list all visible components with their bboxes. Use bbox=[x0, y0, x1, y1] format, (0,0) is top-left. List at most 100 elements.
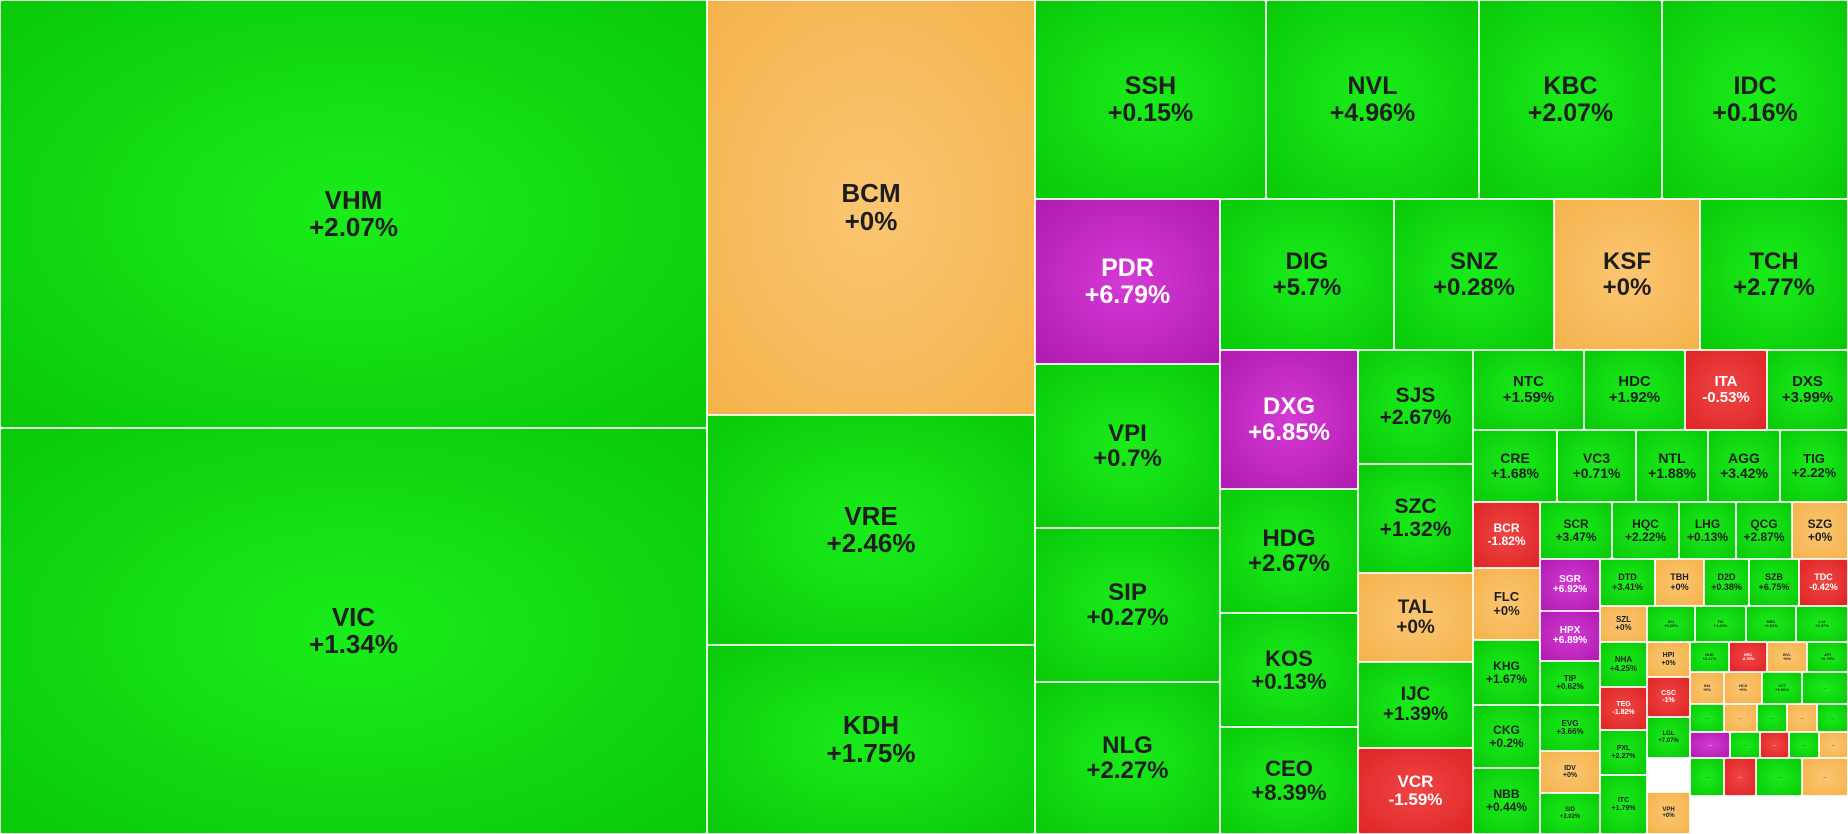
tile-pxl[interactable]: PXL +2.27% bbox=[1600, 730, 1647, 775]
tile-sip[interactable]: SIP +0.27% bbox=[1035, 528, 1220, 682]
tile-scr[interactable]: SCR +3.47% bbox=[1540, 502, 1612, 559]
tile-szc[interactable]: SZC +1.32% bbox=[1358, 464, 1473, 573]
minor-tile-in4[interactable]: IN4 +0% bbox=[1690, 672, 1724, 704]
tile-ijc[interactable]: IJC +1.39% bbox=[1358, 662, 1473, 748]
tile-itc[interactable]: ITC +1.79% bbox=[1600, 775, 1647, 834]
tile-tig[interactable]: TIG +2.22% bbox=[1780, 430, 1848, 502]
tile-vpi[interactable]: VPI +0.7% bbox=[1035, 364, 1220, 528]
tile-kbc[interactable]: KBC +2.07% bbox=[1479, 0, 1662, 199]
tile-teg[interactable]: TEG -1.82% bbox=[1600, 687, 1647, 730]
tile-sid[interactable]: SID +3.02% bbox=[1540, 793, 1600, 834]
tile-lgl[interactable]: LGL +7.07% bbox=[1647, 717, 1690, 758]
tile-snz[interactable]: SNZ +0.28% bbox=[1394, 199, 1554, 350]
tile-idc[interactable]: IDC +0.16% bbox=[1662, 0, 1848, 199]
minor-tile-bvl[interactable]: BVL +0% bbox=[1767, 642, 1807, 672]
minor-tile-item-22[interactable]: ... bbox=[1690, 758, 1724, 796]
tile-ntc[interactable]: NTC +1.59% bbox=[1473, 350, 1584, 430]
tile-tbh[interactable]: TBH +0% bbox=[1655, 559, 1704, 606]
minor-tile-hud[interactable]: HUD +2.17% bbox=[1690, 642, 1729, 672]
minor-tile-tix[interactable]: TIX +1.43% bbox=[1695, 606, 1746, 642]
tile-szg[interactable]: SZG +0% bbox=[1792, 502, 1848, 559]
minor-tile-api[interactable]: API +6.79% bbox=[1807, 642, 1848, 672]
tile-vic[interactable]: VIC +1.34% bbox=[0, 428, 707, 834]
minor-tile-item-21[interactable]: ... bbox=[1819, 732, 1848, 758]
tile-tal[interactable]: TAL +0% bbox=[1358, 573, 1473, 662]
tile-lhg[interactable]: LHG +0.13% bbox=[1679, 502, 1736, 559]
tile-symbol: KBC bbox=[1543, 72, 1598, 101]
minor-tile-item-17[interactable]: ... bbox=[1690, 732, 1730, 758]
minor-tile-item-19[interactable]: ... bbox=[1760, 732, 1789, 758]
tile-d2d[interactable]: D2D +0.38% bbox=[1704, 559, 1749, 606]
tile-change: +0% bbox=[1661, 659, 1676, 667]
tile-ckg[interactable]: CKG +0.2% bbox=[1473, 705, 1540, 768]
tile-evg[interactable]: EVG +3.66% bbox=[1540, 705, 1600, 751]
tile-vph[interactable]: VPH +0% bbox=[1647, 792, 1690, 834]
tile-kos[interactable]: KOS +0.13% bbox=[1220, 613, 1358, 727]
minor-tile-item-15[interactable]: ... bbox=[1787, 704, 1817, 732]
tile-bcr[interactable]: BCR -1.82% bbox=[1473, 502, 1540, 568]
tile-ssh[interactable]: SSH +0.15% bbox=[1035, 0, 1266, 199]
tile-dtd[interactable]: DTD +3.41% bbox=[1600, 559, 1655, 606]
minor-tile-item-11[interactable]: ... bbox=[1802, 672, 1848, 704]
tile-vcr[interactable]: VCR -1.59% bbox=[1358, 748, 1473, 834]
tile-dxg[interactable]: DXG +6.85% bbox=[1220, 350, 1358, 489]
tile-khg[interactable]: KHG +1.67% bbox=[1473, 640, 1540, 705]
tile-vhm[interactable]: VHM +2.07% bbox=[0, 0, 707, 428]
tile-bcm[interactable]: BCM +0% bbox=[707, 0, 1035, 415]
tile-hqc[interactable]: HQC +2.22% bbox=[1612, 502, 1679, 559]
tile-hdg[interactable]: HDG +2.67% bbox=[1220, 489, 1358, 613]
minor-tile-item-13[interactable]: ... bbox=[1724, 704, 1757, 732]
tile-change: +6.91% bbox=[1764, 623, 1778, 628]
minor-tile-item-12[interactable]: ... bbox=[1690, 704, 1724, 732]
tile-symbol: TIX bbox=[1717, 618, 1724, 624]
tile-nha[interactable]: NHA +4.25% bbox=[1600, 642, 1647, 687]
tile-qcg[interactable]: QCG +2.87% bbox=[1736, 502, 1792, 559]
minor-tile-item-24[interactable]: ... bbox=[1756, 758, 1802, 796]
minor-tile-vrc[interactable]: VRC -6.76% bbox=[1729, 642, 1767, 672]
minor-tile-item-18[interactable]: ... bbox=[1730, 732, 1760, 758]
tile-symbol: ... bbox=[1770, 714, 1774, 720]
minor-tile-item-14[interactable]: ... bbox=[1757, 704, 1787, 732]
tile-csc[interactable]: CSC -1% bbox=[1647, 677, 1690, 717]
tile-hpx[interactable]: HPX +6.89% bbox=[1540, 611, 1600, 661]
tile-pdr[interactable]: PDR +6.79% bbox=[1035, 199, 1220, 364]
tile-tch[interactable]: TCH +2.77% bbox=[1700, 199, 1848, 350]
tile-tip[interactable]: TIP +0.62% bbox=[1540, 661, 1600, 705]
minor-tile-vc7[interactable]: VC7 +5.66% bbox=[1762, 672, 1802, 704]
tile-hdc[interactable]: HDC +1.92% bbox=[1584, 350, 1685, 430]
tile-vre[interactable]: VRE +2.46% bbox=[707, 415, 1035, 645]
tile-flc[interactable]: FLC +0% bbox=[1473, 568, 1540, 640]
tile-agg[interactable]: AGG +3.42% bbox=[1708, 430, 1780, 502]
minor-tile-item-20[interactable]: ... bbox=[1789, 732, 1819, 758]
tile-ksf[interactable]: KSF +0% bbox=[1554, 199, 1700, 350]
tile-sjs[interactable]: SJS +2.67% bbox=[1358, 350, 1473, 464]
tile-hpi[interactable]: HPI +0% bbox=[1647, 642, 1690, 677]
tile-vc3[interactable]: VC3 +0.71% bbox=[1557, 430, 1636, 502]
tile-dig[interactable]: DIG +5.7% bbox=[1220, 199, 1394, 350]
minor-tile-item-23[interactable]: ... bbox=[1724, 758, 1756, 796]
tile-kdh[interactable]: KDH +1.75% bbox=[707, 645, 1035, 834]
tile-szl[interactable]: SZL +0% bbox=[1600, 606, 1647, 642]
minor-tile-item-16[interactable]: ... bbox=[1817, 704, 1848, 732]
tile-ita[interactable]: ITA -0.53% bbox=[1685, 350, 1767, 430]
minor-tile-item-25[interactable]: ... bbox=[1802, 758, 1848, 796]
tile-dxs[interactable]: DXS +3.99% bbox=[1767, 350, 1848, 430]
tile-symbol: CKG bbox=[1493, 722, 1520, 737]
tile-change: -1.59% bbox=[1388, 790, 1443, 809]
minor-tile-l14[interactable]: L14 +2.47% bbox=[1796, 606, 1848, 642]
tile-ceo[interactable]: CEO +8.39% bbox=[1220, 727, 1358, 834]
tile-cre[interactable]: CRE +1.68% bbox=[1473, 430, 1557, 502]
tile-nlg[interactable]: NLG +2.27% bbox=[1035, 682, 1220, 834]
tile-nvl[interactable]: NVL +4.96% bbox=[1266, 0, 1479, 199]
minor-tile-nbc[interactable]: NBC +6.91% bbox=[1746, 606, 1796, 642]
minor-tile-hc3[interactable]: HC3 +0% bbox=[1724, 672, 1762, 704]
tile-idv[interactable]: IDV +0% bbox=[1540, 751, 1600, 793]
tile-sgr[interactable]: SGR +6.92% bbox=[1540, 559, 1600, 611]
tile-szb[interactable]: SZB +6.75% bbox=[1749, 559, 1799, 606]
tile-change: +2.22% bbox=[1624, 529, 1667, 544]
tile-nbb[interactable]: NBB +0.44% bbox=[1473, 768, 1540, 834]
tile-tdc[interactable]: TDC -0.42% bbox=[1799, 559, 1848, 606]
tile-change: +0% bbox=[1396, 616, 1435, 638]
tile-ntl[interactable]: NTL +1.88% bbox=[1636, 430, 1708, 502]
minor-tile-idj[interactable]: IDJ +0.25% bbox=[1647, 606, 1695, 642]
